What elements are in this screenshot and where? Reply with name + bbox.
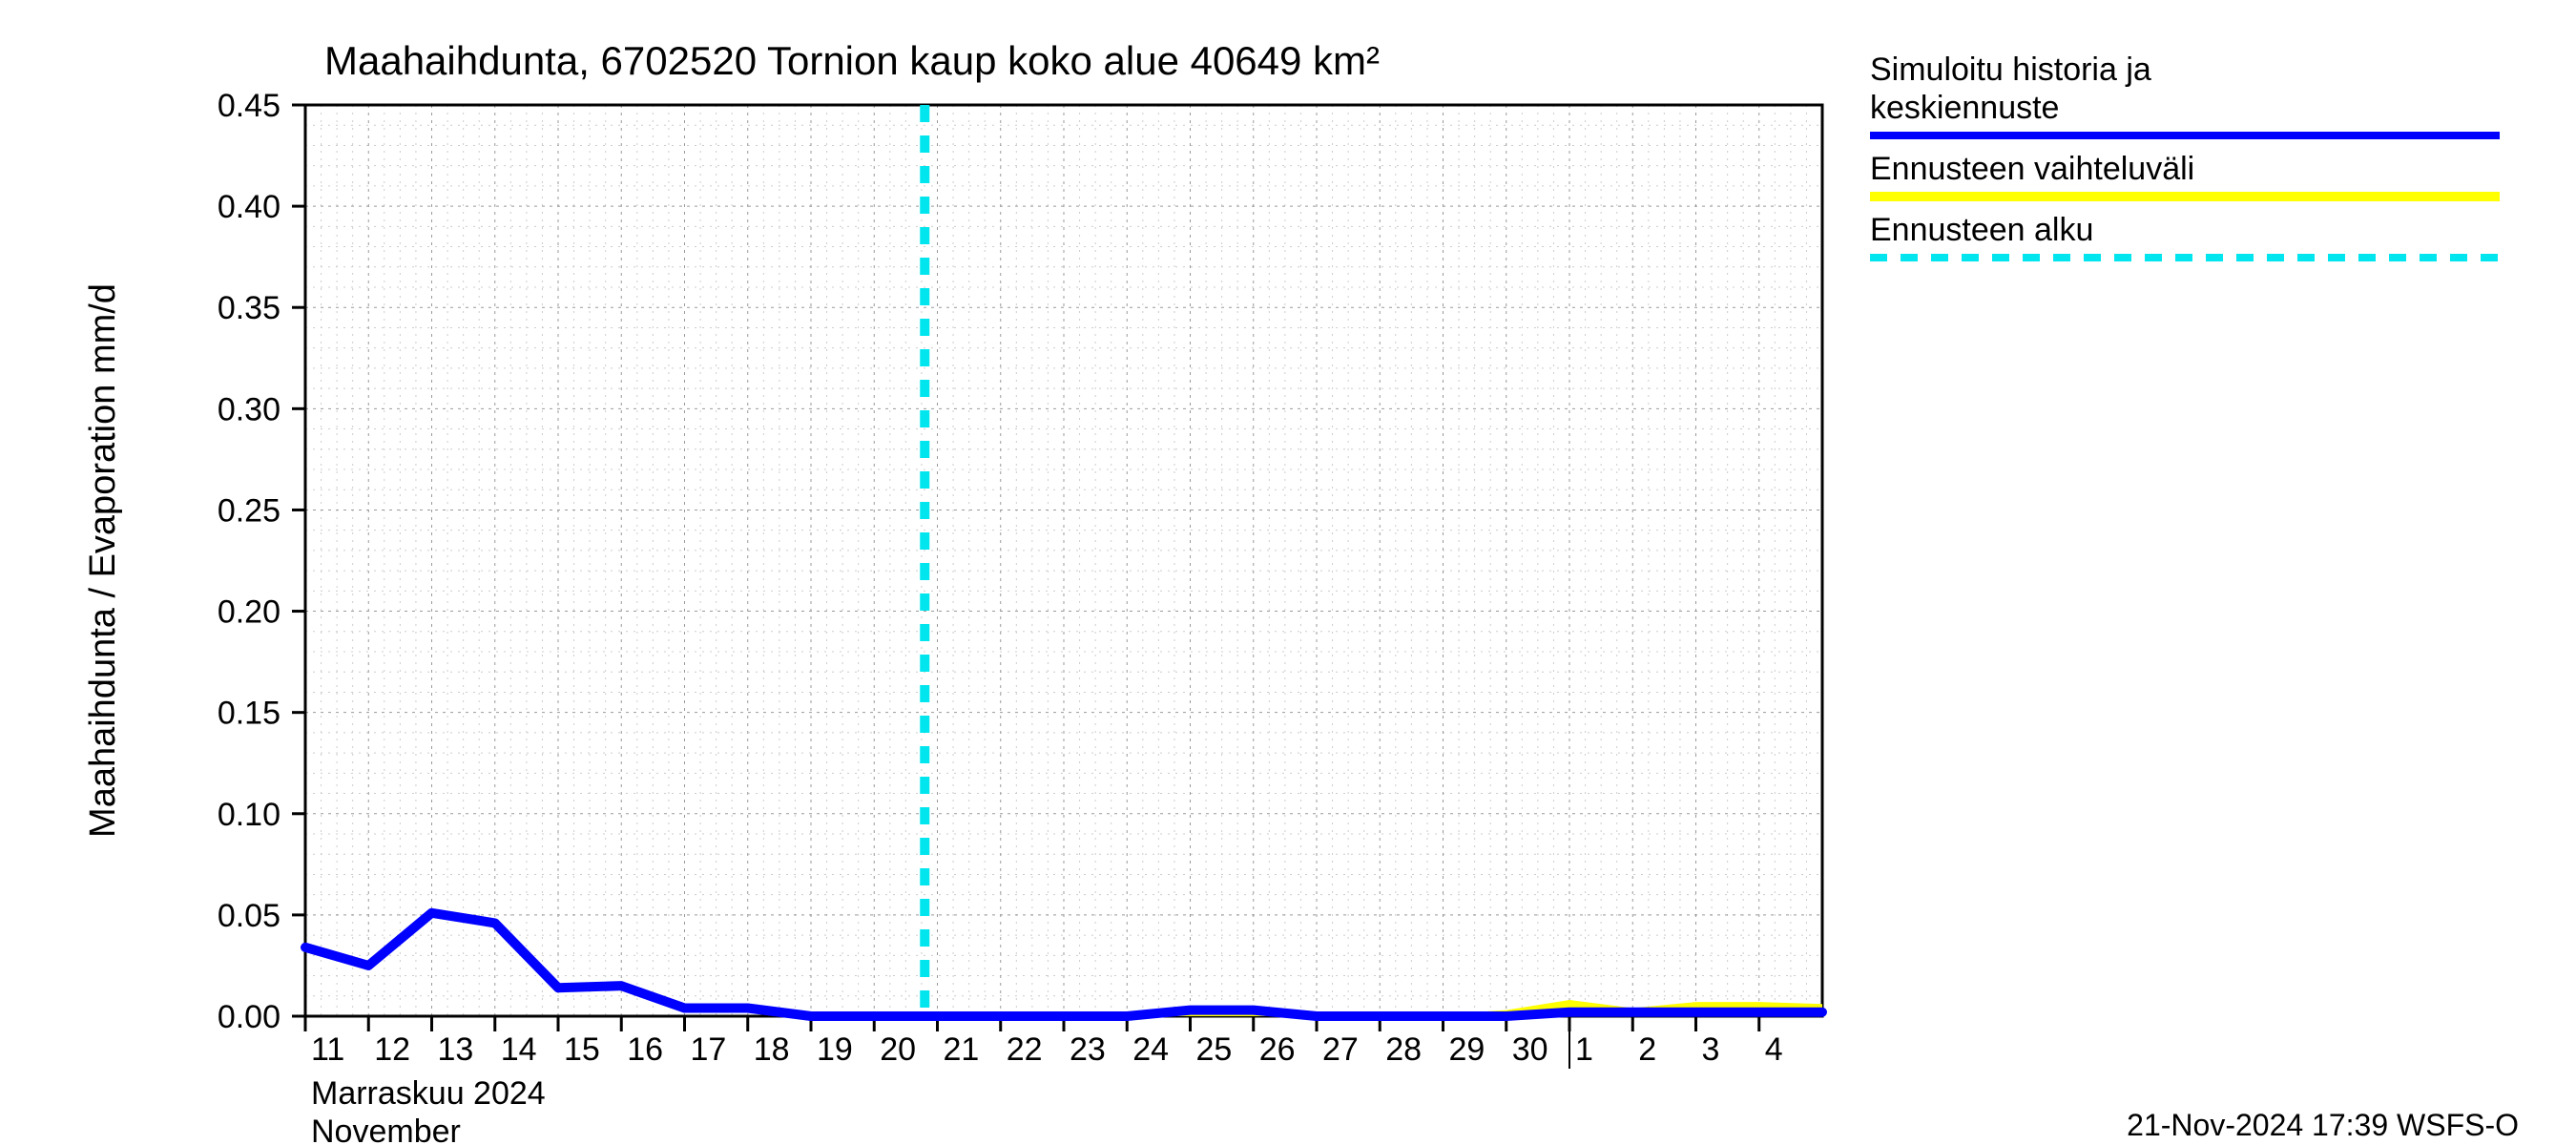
x-tick-label: 1 (1575, 1031, 1593, 1068)
x-tick-label: 20 (880, 1031, 916, 1068)
x-tick-label: 26 (1259, 1031, 1296, 1068)
x-tick-label: 17 (691, 1031, 727, 1068)
y-tick-label: 0.25 (218, 492, 280, 529)
x-tick-label: 3 (1702, 1031, 1720, 1068)
x-tick-label: 25 (1196, 1031, 1233, 1068)
x-tick-label: 24 (1132, 1031, 1169, 1068)
x-tick-label: 29 (1449, 1031, 1485, 1068)
x-tick-label: 14 (501, 1031, 537, 1068)
month-label-1: Marraskuu 2024 (311, 1075, 546, 1112)
x-tick-label: 11 (311, 1031, 344, 1068)
y-tick-label: 0.15 (218, 696, 280, 732)
legend-label: keskiennuste (1870, 90, 2059, 126)
x-tick-label: 28 (1385, 1031, 1422, 1068)
legend-label: Simuloitu historia ja (1870, 52, 2151, 88)
month-label-2: November (311, 1114, 461, 1145)
x-tick-label: 19 (817, 1031, 853, 1068)
y-tick-label: 0.20 (218, 594, 280, 631)
legend-label: Ennusteen alku (1870, 212, 2093, 248)
y-tick-label: 0.05 (218, 898, 280, 934)
x-tick-label: 12 (374, 1031, 410, 1068)
x-tick-label: 30 (1512, 1031, 1548, 1068)
y-tick-label: 0.40 (218, 189, 280, 225)
x-tick-label: 16 (627, 1031, 663, 1068)
y-axis-label: Maahaihdunta / Evaporation mm/d (83, 283, 123, 838)
footer-timestamp: 21-Nov-2024 17:39 WSFS-O (2127, 1108, 2519, 1142)
chart-svg: 0.00 0.05 0.10 0.15 0.20 0.25 0.30 0.35 0.40 0.45… (0, 0, 2576, 1145)
x-tick-label: 18 (754, 1031, 790, 1068)
x-tick-label: 4 (1765, 1031, 1783, 1068)
y-tick-label: 0.00 (218, 999, 280, 1035)
x-tick-label: 2 (1638, 1031, 1656, 1068)
chart-container: 0.00 0.05 0.10 0.15 0.20 0.25 0.30 0.35 0.40 0.45… (0, 0, 2576, 1145)
y-tick-label: 0.35 (218, 290, 280, 326)
y-tick-label: 0.45 (218, 88, 280, 124)
x-tick-label: 27 (1322, 1031, 1359, 1068)
x-tick-label: 21 (944, 1031, 980, 1068)
x-tick-label: 22 (1007, 1031, 1043, 1068)
x-tick-label: 13 (438, 1031, 474, 1068)
chart-title: Maahaihdunta, 6702520 Tornion kaup koko … (324, 38, 1380, 83)
y-tick-label: 0.10 (218, 797, 280, 833)
x-tick-label: 23 (1070, 1031, 1106, 1068)
legend-label: Ennusteen vaihteluväli (1870, 151, 2194, 187)
y-tick-label: 0.30 (218, 391, 280, 427)
x-tick-label: 15 (564, 1031, 600, 1068)
